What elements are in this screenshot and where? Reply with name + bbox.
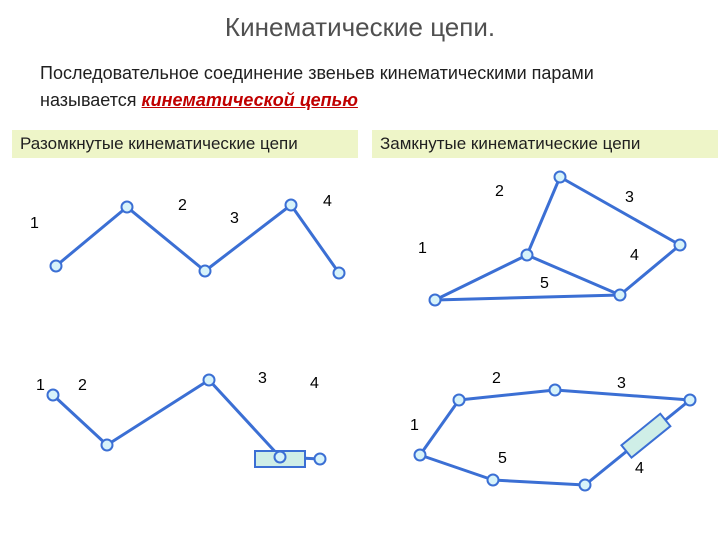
- link-label: 2: [495, 183, 504, 201]
- link-label: 2: [78, 377, 87, 395]
- right-column-header: Замкнутые кинематические цепи: [372, 130, 718, 158]
- link-label: 2: [492, 370, 501, 388]
- link-label: 1: [30, 215, 39, 233]
- link-label: 4: [635, 460, 644, 478]
- link-label: 1: [418, 240, 427, 258]
- link-label: 1: [410, 417, 419, 435]
- link-label: 1: [36, 377, 45, 395]
- link-label: 3: [230, 210, 239, 228]
- link-label: 3: [617, 375, 626, 393]
- keyword: кинематической цепью: [142, 90, 358, 110]
- link-label: 3: [625, 189, 634, 207]
- link-label: 2: [178, 197, 187, 215]
- link-label: 5: [540, 275, 549, 293]
- subtitle: Последовательное соединение звеньев кине…: [40, 60, 680, 114]
- link-label: 4: [630, 247, 639, 265]
- page-title: Кинематические цепи.: [0, 12, 720, 43]
- link-label: 4: [310, 375, 319, 393]
- link-label: 5: [498, 450, 507, 468]
- link-label: 4: [323, 193, 332, 211]
- link-label: 3: [258, 370, 267, 388]
- diagram-canvas: [0, 165, 720, 540]
- left-column-header: Разомкнутые кинематические цепи: [12, 130, 358, 158]
